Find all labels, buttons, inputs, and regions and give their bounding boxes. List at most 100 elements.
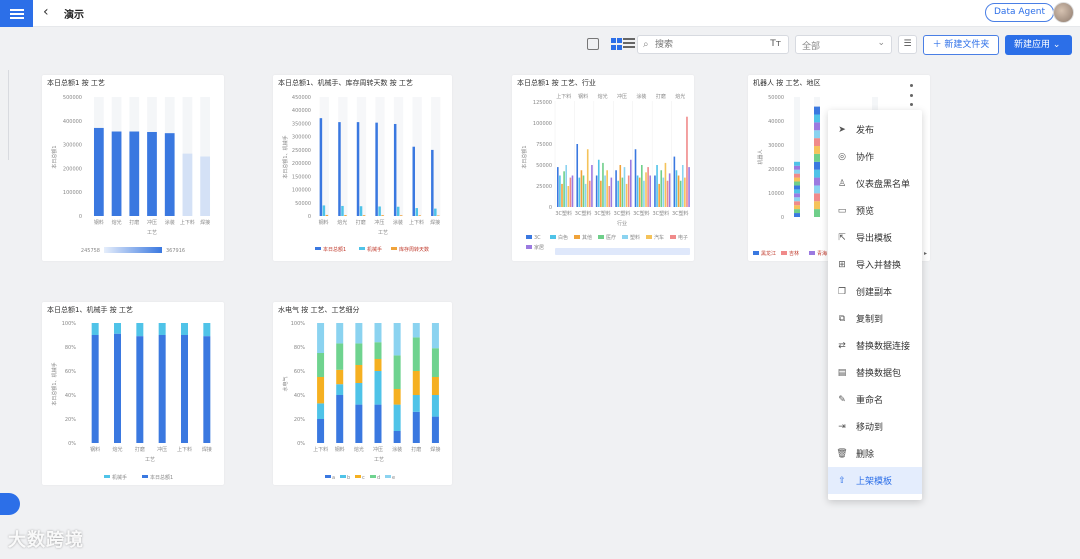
bar xyxy=(129,131,140,216)
new-folder-button[interactable]: ＋ 新建文件夹 xyxy=(923,35,999,55)
y-tick-label: 125000 xyxy=(533,100,552,106)
legend-swatch xyxy=(355,475,361,478)
menu-item-copy-to[interactable]: ⧉ 复制到 xyxy=(828,305,922,332)
bar xyxy=(647,167,649,207)
bar-segment xyxy=(814,138,820,147)
search-box: ⌕ Tт xyxy=(637,35,789,54)
legend-swatch xyxy=(781,251,787,255)
bar-segment xyxy=(794,177,800,182)
x-tick-label: 冲压 xyxy=(373,446,383,453)
bar xyxy=(584,183,587,207)
dashboard-card[interactable]: 本日总额1 按 工艺、行业 125000 100000 75000 50000 2500… xyxy=(512,75,694,261)
bar-segment xyxy=(814,114,820,123)
replace-connection-icon: ⇄ xyxy=(838,340,846,351)
bar xyxy=(681,165,684,207)
bar-segment xyxy=(814,153,820,162)
sort-button[interactable]: ☰ xyxy=(898,35,917,54)
bar-segment xyxy=(136,336,144,443)
card-title: 本日总额1 按 工艺、行业 xyxy=(517,79,596,87)
legend-label: 白色 xyxy=(558,234,568,241)
bar-segment xyxy=(412,323,420,338)
x-axis-label: 工艺 xyxy=(374,457,384,463)
legend-max: 367916 xyxy=(166,248,185,254)
menu-item-import[interactable]: ⊞ 导入并替换 xyxy=(828,251,922,278)
bar xyxy=(615,170,617,207)
menu-item-upload-template[interactable]: ⇧ 上架模板 xyxy=(828,467,922,494)
more-options-icon[interactable] xyxy=(905,84,917,106)
bar xyxy=(93,127,104,216)
bar-segment xyxy=(355,343,363,365)
y-tick-label: 40% xyxy=(294,393,305,399)
legend-label: 黑龙江 xyxy=(761,250,776,257)
menu-item-label: 上架模板 xyxy=(856,477,893,487)
bar-background xyxy=(431,97,441,216)
menu-item-send[interactable]: ➤ 发布 xyxy=(828,116,922,143)
text-format-icon[interactable]: Tт xyxy=(770,39,781,49)
legend-swatch xyxy=(550,235,556,239)
bar xyxy=(627,175,630,207)
bar-segment xyxy=(317,377,325,404)
menu-item-collaborate[interactable]: ◎ 协作 xyxy=(828,143,922,170)
bar-segment xyxy=(412,411,420,443)
bar xyxy=(666,180,669,207)
menu-item-label: 移动到 xyxy=(856,423,884,433)
menu-item-user-block[interactable]: ♙ 仪表盘黑名单 xyxy=(828,170,922,197)
dashboard-card[interactable]: 水电气 按 工艺、工艺细分 100% 80% 60% 40% 20% 0% 水电气 上下料 钢料… xyxy=(273,302,452,485)
chevron-down-icon: ⌄ xyxy=(1052,40,1061,50)
dashboard-card[interactable]: 本日总额1、机械手、库存周转天数 按 工艺 450000 400000 350000… xyxy=(273,75,452,261)
x-tick-label: 焊接 xyxy=(200,219,210,226)
bar xyxy=(341,205,344,216)
top-category-label: 打磨 xyxy=(656,93,666,100)
bar-segment xyxy=(794,169,800,174)
bar xyxy=(200,156,211,216)
bar xyxy=(319,118,323,216)
x-tick-label: 焊接 xyxy=(430,446,440,453)
bar-segment xyxy=(814,201,820,210)
search-input[interactable] xyxy=(655,38,760,51)
dashboard-card[interactable]: 本日总额1、机械手 按 工艺 100% 80% 60% 40% 20% 0% 本日总额1、机… xyxy=(42,302,224,485)
hamburger-menu-button[interactable] xyxy=(0,0,33,27)
y-tick-label: 100000 xyxy=(533,121,552,127)
y-axis-label: 本日总额1、机械手 xyxy=(282,135,289,178)
rename-icon: ✎ xyxy=(838,394,846,405)
copy-to-icon: ⧉ xyxy=(838,313,846,324)
copy-icon: ❐ xyxy=(837,286,847,297)
send-icon: ➤ xyxy=(838,124,846,135)
bar xyxy=(580,170,583,207)
avatar[interactable] xyxy=(1053,2,1074,23)
bar xyxy=(597,159,600,207)
floating-assistant-button[interactable] xyxy=(0,493,20,515)
legend-label: 本日总额1 xyxy=(150,474,173,481)
bar xyxy=(111,131,122,216)
filter-select[interactable]: 全部 ⌄ xyxy=(795,35,892,54)
y-tick-label: 100% xyxy=(62,321,77,327)
legend-label: b xyxy=(347,475,350,481)
bar xyxy=(578,177,581,207)
menu-item-preview[interactable]: ▭ 预览 xyxy=(828,197,922,224)
x-axis-label: 工艺 xyxy=(145,457,155,463)
bar-segment xyxy=(431,348,439,377)
select-checkbox-icon[interactable] xyxy=(587,38,599,50)
legend-swatch xyxy=(359,247,365,250)
list-view-icon[interactable] xyxy=(623,38,635,50)
menu-item-replace-connection[interactable]: ⇄ 替换数据连接 xyxy=(828,332,922,359)
menu-item-label: 导入并替换 xyxy=(856,261,902,271)
grid-view-icon[interactable] xyxy=(611,38,623,50)
dashboard-card[interactable]: 本日总额1 按 工艺 500000 400000 300000 200000 10000… xyxy=(42,75,224,261)
data-agent-button[interactable]: Data Agent xyxy=(985,3,1054,22)
new-app-button[interactable]: 新建应用 ⌄ xyxy=(1005,35,1072,55)
menu-item-delete[interactable]: 🗑 删除 xyxy=(828,440,922,467)
legend-swatch xyxy=(104,475,110,478)
menu-item-move[interactable]: ⇥ 移动到 xyxy=(828,413,922,440)
legend-label: 家居 xyxy=(534,244,544,251)
menu-item-copy[interactable]: ❐ 创建副本 xyxy=(828,278,922,305)
menu-item-replace-package[interactable]: ▤ 替换数据包 xyxy=(828,359,922,386)
bar xyxy=(576,144,579,207)
bar xyxy=(396,206,400,216)
menu-item-label: 替换数据连接 xyxy=(856,342,911,352)
menu-item-export[interactable]: ⇱ 导出模板 xyxy=(828,224,922,251)
menu-item-rename[interactable]: ✎ 重命名 xyxy=(828,386,922,413)
bar xyxy=(679,180,682,207)
back-arrow-icon[interactable]: ‹ xyxy=(43,4,49,20)
x-tick-label: 打磨 xyxy=(356,219,366,226)
